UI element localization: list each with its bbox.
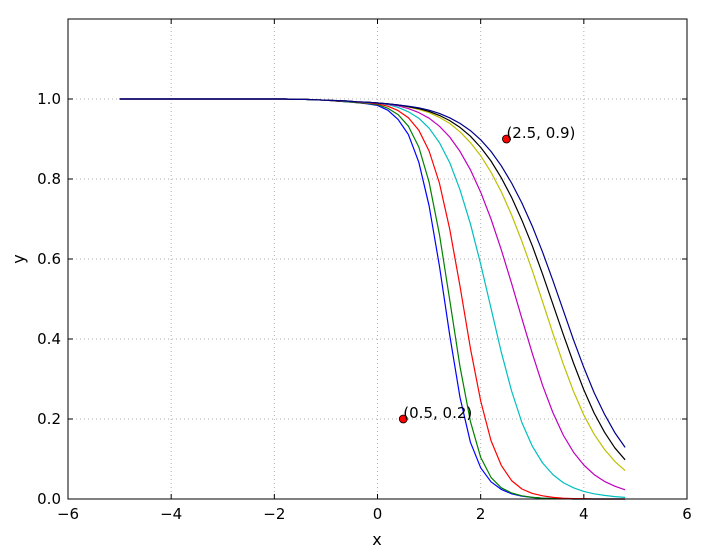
y-tick-label: 0.6	[37, 250, 61, 268]
y-axis-label: y	[9, 254, 28, 263]
y-tick-label: 0.8	[37, 170, 61, 188]
y-tick-label: 0.2	[37, 410, 61, 428]
y-tick-label: 0.4	[37, 330, 61, 348]
x-tick-label: 6	[682, 505, 692, 523]
x-tick-label: 0	[373, 505, 383, 523]
y-tick-label: 1.0	[37, 90, 61, 108]
ticks: −6 −4 −2 0 2 4 6 0.0 0.2 0.4 0.6 0.8 1.0	[37, 19, 692, 523]
annotations: (0.5, 0.2) (2.5, 0.9)	[398, 124, 575, 424]
x-tick-label: 4	[579, 505, 589, 523]
x-tick-label: −4	[160, 505, 182, 523]
x-tick-label: 2	[476, 505, 486, 523]
annotation-point	[502, 134, 511, 144]
series-lines	[119, 98, 626, 500]
x-tick-label: −2	[263, 505, 285, 523]
annotation-point	[398, 414, 408, 424]
annotation-label: (2.5, 0.9)	[506, 124, 575, 142]
annotation-label: (0.5, 0.2)	[403, 404, 472, 422]
x-axis-label: x	[372, 530, 381, 549]
x-tick-label: −6	[57, 505, 79, 523]
series-line-8	[119, 98, 626, 448]
y-tick-label: 0.0	[37, 490, 61, 508]
